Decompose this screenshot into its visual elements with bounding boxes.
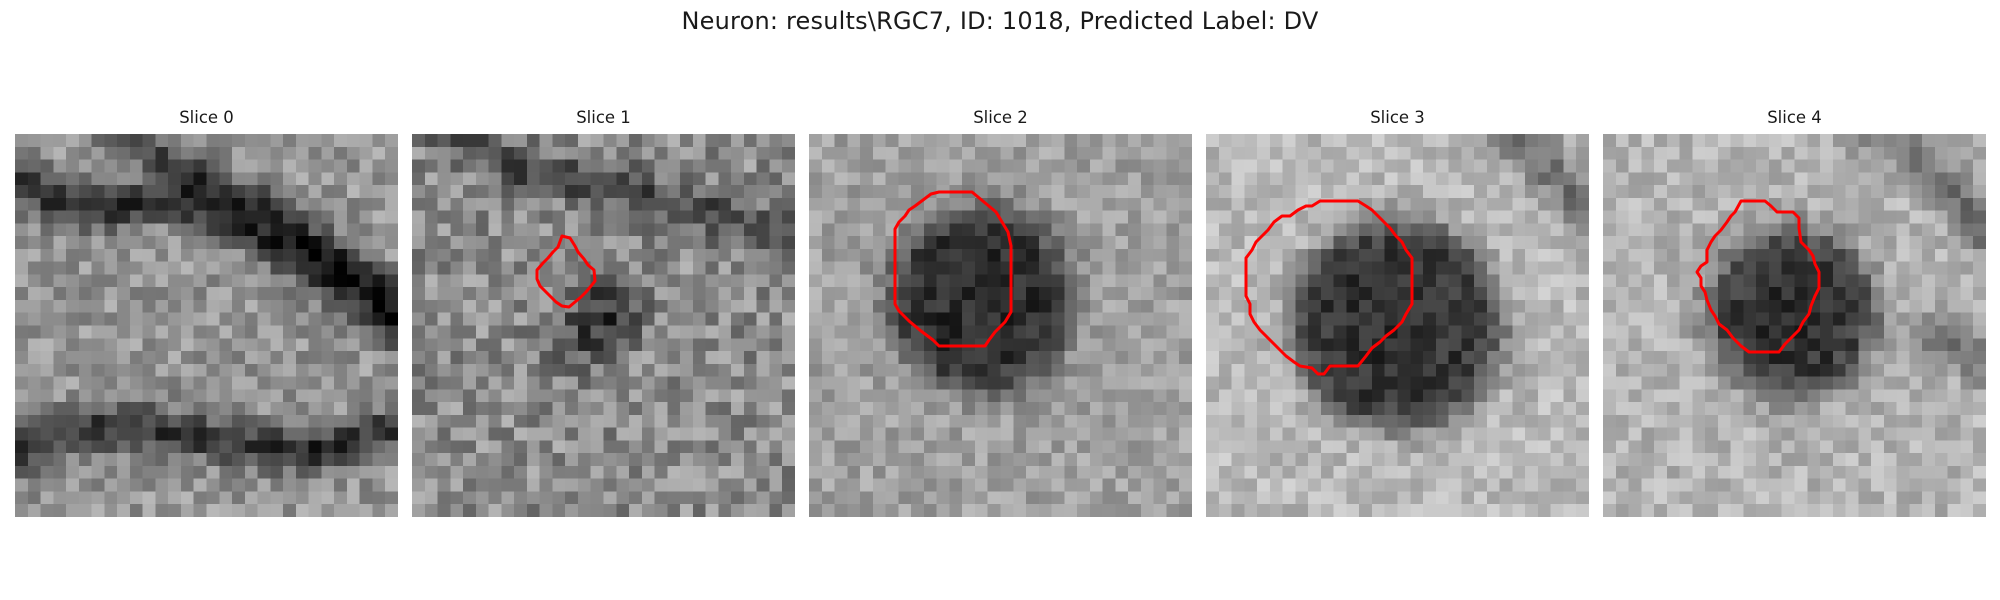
- cell-contour-3: [1244, 199, 1414, 376]
- slice-overlay-3: [1244, 199, 1414, 376]
- slice-overlay-1: [535, 234, 597, 309]
- slice-pixels-4: [1603, 134, 1986, 517]
- slice-image-2: [809, 134, 1192, 517]
- slice-image-4: [1603, 134, 1986, 517]
- slice-image-1: [412, 134, 795, 517]
- slice-title-2: Slice 2: [973, 108, 1028, 127]
- slice-panel-4: Slice 4: [1603, 108, 1986, 518]
- cell-contour-4: [1695, 199, 1821, 354]
- slice-panel-0: Slice 0: [15, 108, 398, 518]
- slice-image-3: [1206, 134, 1589, 517]
- slice-pixels-1: [412, 134, 795, 517]
- slice-overlay-2: [893, 190, 1013, 348]
- figure-title: Neuron: results\RGC7, ID: 1018, Predicte…: [681, 7, 1319, 35]
- cell-contour-1: [535, 234, 597, 309]
- slice-panel-1: Slice 1: [412, 108, 795, 518]
- slice-image-0: [15, 134, 398, 517]
- slice-title-4: Slice 4: [1767, 108, 1822, 127]
- slice-panel-2: Slice 2: [809, 108, 1192, 518]
- slice-title-3: Slice 3: [1370, 108, 1425, 127]
- slice-overlay-4: [1695, 199, 1821, 354]
- cell-contour-2: [893, 190, 1013, 348]
- slice-panel-3: Slice 3: [1206, 108, 1589, 518]
- slice-pixels-0: [15, 134, 398, 517]
- slice-overlay-0: [15, 134, 398, 517]
- slice-title-1: Slice 1: [576, 108, 631, 127]
- slice-title-0: Slice 0: [179, 108, 234, 127]
